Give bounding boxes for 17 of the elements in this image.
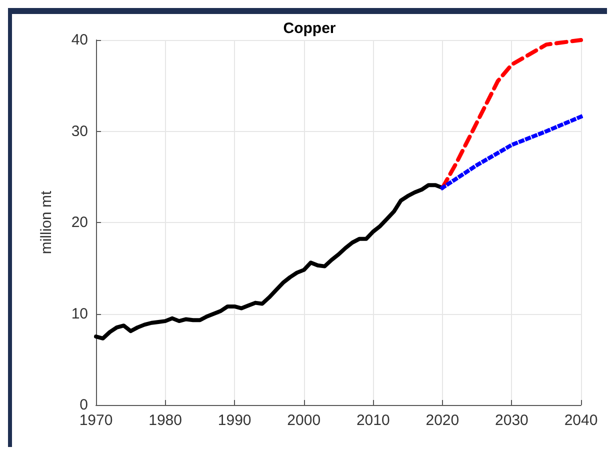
line-series [440,114,583,190]
x-tick-label: 2000 [287,412,321,429]
x-tick-label: 2020 [426,412,460,429]
x-tick-label: 2010 [356,412,390,429]
y-tick-label: 40 [71,32,88,48]
line-series [94,183,444,340]
y-tick-label: 0 [80,396,88,414]
y-tick-label: 10 [71,305,88,322]
x-tick-label: 1990 [218,412,252,429]
chart-title: Copper [283,20,336,37]
x-tick-label: 1970 [79,412,113,429]
x-tick-label: 2030 [495,412,528,429]
y-tick-label: 20 [71,214,88,231]
x-tick-label: 2040 [564,412,598,429]
y-tick-label: 30 [71,122,88,140]
x-tick-label: 1980 [148,412,182,429]
y-axis-title: million mt [38,190,55,254]
